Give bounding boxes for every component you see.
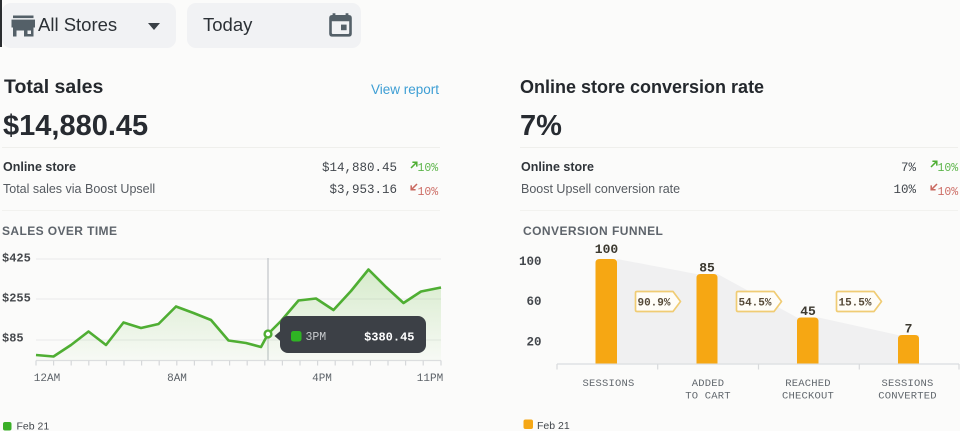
svg-text:TO CART: TO CART	[685, 391, 731, 403]
svg-text:12AM: 12AM	[34, 373, 60, 385]
svg-text:CHECKOUT: CHECKOUT	[782, 391, 834, 403]
svg-text:REACHED: REACHED	[785, 378, 831, 390]
svg-text:100: 100	[519, 255, 542, 269]
svg-text:85: 85	[699, 261, 715, 276]
svg-text:SESSIONS: SESSIONS	[582, 378, 634, 390]
svg-text:$85: $85	[2, 332, 24, 346]
svg-text:4PM: 4PM	[312, 373, 332, 385]
svg-text:ADDED: ADDED	[692, 378, 725, 390]
svg-text:$255: $255	[2, 292, 31, 306]
svg-text:7: 7	[905, 322, 913, 337]
svg-text:20: 20	[526, 336, 541, 350]
svg-text:90.9%: 90.9%	[637, 298, 670, 310]
svg-text:3PM: 3PM	[306, 331, 327, 344]
svg-text:8AM: 8AM	[167, 373, 187, 385]
svg-text:$380.45: $380.45	[364, 331, 414, 345]
svg-text:100: 100	[595, 242, 619, 257]
svg-text:CONVERTED: CONVERTED	[878, 391, 937, 403]
svg-text:SESSIONS: SESSIONS	[881, 378, 933, 390]
svg-text:$425: $425	[2, 252, 31, 266]
svg-text:Feb 21: Feb 21	[17, 421, 50, 431]
svg-text:15.5%: 15.5%	[838, 298, 871, 310]
svg-text:45: 45	[800, 304, 816, 319]
svg-text:60: 60	[526, 295, 541, 309]
svg-text:Feb 21: Feb 21	[537, 420, 570, 431]
svg-text:54.5%: 54.5%	[738, 298, 771, 310]
svg-text:11PM: 11PM	[417, 373, 443, 385]
